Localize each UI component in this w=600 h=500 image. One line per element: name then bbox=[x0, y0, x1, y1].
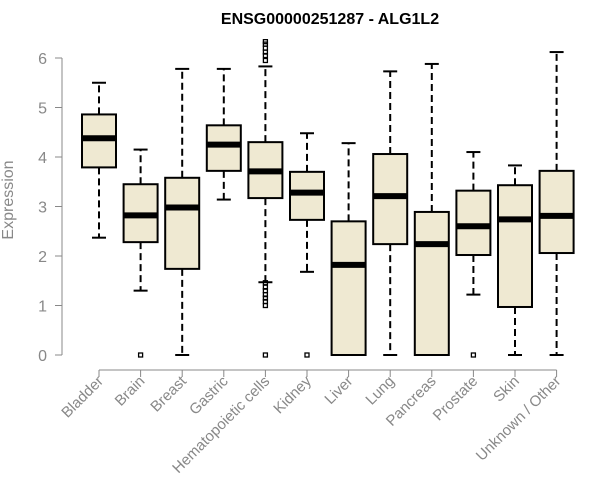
iqr-box bbox=[538, 169, 575, 255]
chart-title: ENSG00000251287 - ALG1L2 bbox=[221, 11, 439, 28]
outlier-point bbox=[137, 352, 144, 358]
outlier-point bbox=[262, 352, 269, 358]
x-tick-label: Brain bbox=[112, 373, 149, 410]
box-group bbox=[330, 142, 367, 356]
y-tick-label: 3 bbox=[38, 200, 47, 217]
iqr-box bbox=[164, 176, 201, 270]
outlier-point bbox=[470, 352, 477, 358]
y-tick-label: 1 bbox=[38, 299, 47, 316]
y-tick-label: 0 bbox=[38, 348, 47, 365]
box-group bbox=[372, 70, 409, 356]
box-group bbox=[538, 51, 575, 356]
box-group bbox=[247, 39, 284, 358]
box-group bbox=[205, 67, 242, 201]
iqr-box bbox=[205, 124, 242, 172]
box-group bbox=[455, 151, 492, 358]
box-group bbox=[164, 67, 201, 356]
x-tick-label: Skin bbox=[490, 373, 523, 406]
box-group bbox=[497, 164, 533, 356]
x-tick-label: Lung bbox=[362, 373, 398, 409]
plot-area bbox=[81, 39, 575, 358]
iqr-box bbox=[330, 220, 367, 356]
box-group bbox=[122, 148, 159, 358]
y-tick-label: 5 bbox=[38, 101, 47, 118]
outlier-point bbox=[304, 352, 310, 358]
box-group bbox=[289, 132, 325, 358]
x-tick-label: Bladder bbox=[58, 373, 107, 422]
y-axis-label: Expression bbox=[0, 160, 17, 239]
y-tick-label: 4 bbox=[38, 150, 47, 167]
x-tick-label: Prostate bbox=[430, 373, 482, 425]
outlier-point bbox=[262, 57, 269, 64]
x-tick-label: Breast bbox=[147, 372, 190, 415]
x-tick-label: Kidney bbox=[270, 372, 315, 417]
iqr-box bbox=[497, 184, 533, 308]
y-tick-label: 6 bbox=[38, 51, 47, 68]
iqr-box bbox=[455, 189, 492, 257]
outlier-point bbox=[262, 284, 269, 290]
outlier-point bbox=[262, 39, 269, 45]
y-tick-label: 2 bbox=[38, 249, 47, 266]
x-tick-label: Liver bbox=[321, 373, 356, 408]
iqr-box bbox=[413, 210, 450, 356]
y-axis: 0 1 2 3 4 5 6 bbox=[38, 51, 63, 365]
box-group bbox=[81, 81, 117, 239]
box-group bbox=[413, 62, 450, 356]
iqr-box bbox=[289, 170, 325, 221]
outlier-point bbox=[262, 280, 269, 286]
